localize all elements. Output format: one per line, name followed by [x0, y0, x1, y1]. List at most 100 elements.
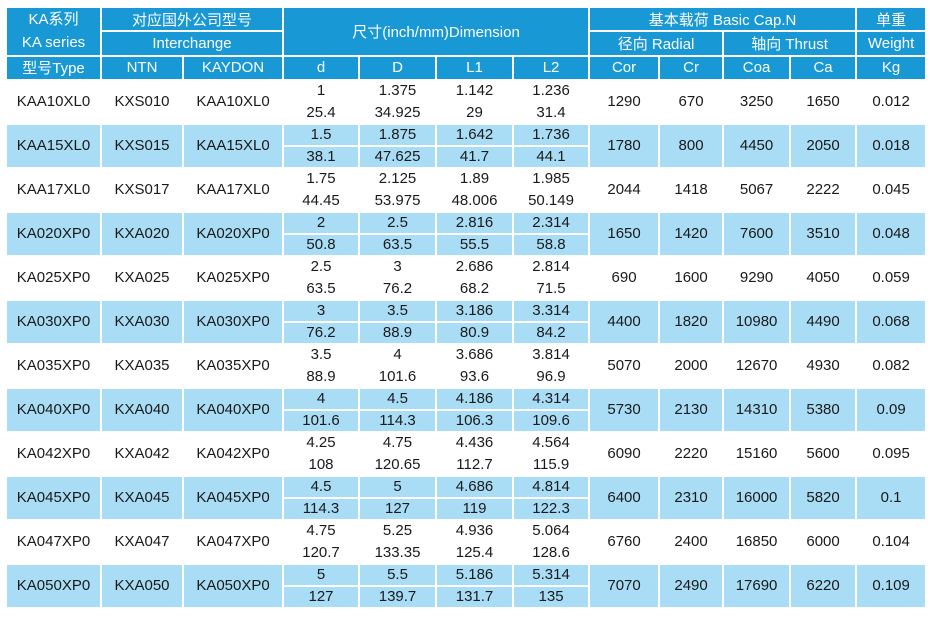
col-header-D: D: [358, 54, 438, 81]
cell-coa: 12670: [722, 342, 792, 389]
cell-L2-inch: 4.564: [512, 430, 591, 455]
cell-L2-inch: 5.064: [512, 518, 591, 543]
cell-L1-inch: 1.142: [435, 78, 515, 103]
cell-d-inch: 2.5: [282, 254, 361, 279]
cell-L1-mm: 48.006: [435, 188, 515, 213]
cell-D-mm: 127: [358, 496, 438, 521]
cell-D-inch: 3: [358, 254, 438, 279]
cell-ca: 5380: [789, 386, 858, 433]
cell-ca: 6220: [789, 562, 858, 609]
cell-D-inch: 4.75: [358, 430, 438, 455]
cell-coa: 16000: [722, 474, 792, 521]
cell-cr: 2220: [658, 430, 725, 477]
header-interchange-en: Interchange: [99, 30, 285, 57]
cell-ca: 2222: [789, 166, 858, 213]
cell-L2-mm: 44.1: [512, 144, 591, 169]
cell-L2-inch: 4.814: [512, 474, 591, 499]
cell-L2-mm: 128.6: [512, 540, 591, 565]
cell-ntn: KXA035: [100, 342, 184, 389]
cell-L2-inch: 1.985: [512, 166, 591, 191]
cell-d-inch: 4.75: [282, 518, 361, 543]
cell-kg: 0.068: [855, 298, 928, 345]
cell-type: KA020XP0: [5, 210, 102, 257]
cell-d-mm: 25.4: [282, 100, 361, 125]
cell-type: KA025XP0: [5, 254, 102, 301]
cell-d-mm: 101.6: [282, 408, 361, 433]
cell-ntn: KXA020: [100, 210, 184, 257]
cell-L2-mm: 58.8: [512, 232, 591, 257]
cell-d-inch: 1.75: [282, 166, 361, 191]
header-series: KA系列 KA series: [5, 6, 102, 57]
table-row-KA050XP0-inch: KA050XP0 KXA050 KA050XP0 5 5.5 5.186 5.314 7070…: [5, 562, 928, 609]
table-row-KA047XP0-inch: KA047XP0 KXA047 KA047XP0 4.75 5.25 4.936 5.064…: [5, 518, 928, 565]
cell-ntn: KXS017: [100, 166, 184, 213]
cell-type: KA050XP0: [5, 562, 102, 609]
table-header: KA系列 KA series 对应国外公司型号 尺寸(inch/mm)Dimen…: [5, 5, 928, 81]
cell-L1-mm: 68.2: [435, 276, 515, 301]
col-header-d: d: [282, 54, 361, 81]
cell-L2-inch: 2.314: [512, 210, 591, 235]
header-radial: 径向 Radial: [588, 30, 725, 57]
cell-kaydon: KAA17XL0: [181, 166, 285, 213]
cell-d-mm: 50.8: [282, 232, 361, 257]
cell-cor: 690: [588, 254, 661, 301]
cell-L2-mm: 31.4: [512, 100, 591, 125]
cell-D-mm: 114.3: [358, 408, 438, 433]
cell-L2-inch: 3.814: [512, 342, 591, 367]
cell-kaydon: KA050XP0: [181, 562, 285, 609]
cell-type: KA030XP0: [5, 298, 102, 345]
cell-ntn: KXA047: [100, 518, 184, 565]
cell-ntn: KXA050: [100, 562, 184, 609]
table-row-KA045XP0-mm: 114.3 127 119 122.3: [6, 496, 926, 521]
cell-L1-mm: 106.3: [435, 408, 515, 433]
col-header-ntn: NTN: [100, 54, 184, 81]
cell-d-mm: 76.2: [282, 320, 361, 345]
cell-cr: 2310: [658, 474, 725, 521]
cell-L2-mm: 115.9: [512, 452, 591, 477]
cell-coa: 4450: [722, 122, 792, 169]
cell-coa: 7600: [722, 210, 792, 257]
table-row-KAA10XL0-mm: 25.4 34.925 29 31.4: [6, 100, 926, 125]
cell-kg: 0.09: [855, 386, 928, 433]
cell-coa: 3250: [722, 78, 792, 125]
cell-L2-inch: 1.236: [512, 78, 591, 103]
cell-L1-inch: 2.686: [435, 254, 515, 279]
col-header-coa: Coa: [722, 54, 792, 81]
col-header-kaydon: KAYDON: [181, 54, 285, 81]
cell-ca: 6000: [789, 518, 858, 565]
cell-L2-mm: 135: [512, 584, 591, 609]
cell-ca: 2050: [789, 122, 858, 169]
cell-L1-inch: 3.686: [435, 342, 515, 367]
cell-d-inch: 1.5: [282, 122, 361, 147]
cell-d-inch: 2: [282, 210, 361, 235]
cell-cor: 5070: [588, 342, 661, 389]
cell-cr: 2490: [658, 562, 725, 609]
cell-type: KAA17XL0: [5, 166, 102, 213]
cell-L2-inch: 1.736: [512, 122, 591, 147]
cell-L2-mm: 50.149: [512, 188, 591, 213]
cell-kg: 0.082: [855, 342, 928, 389]
cell-coa: 9290: [722, 254, 792, 301]
cell-d-mm: 120.7: [282, 540, 361, 565]
cell-ntn: KXA045: [100, 474, 184, 521]
cell-cor: 6760: [588, 518, 661, 565]
table-row-KA040XP0-inch: KA040XP0 KXA040 KA040XP0 4 4.5 4.186 4.314 5730…: [5, 386, 928, 433]
cell-kg: 0.1: [855, 474, 928, 521]
header-weight-cn: 单重: [855, 5, 928, 33]
cell-D-inch: 5.5: [358, 562, 438, 587]
cell-D-inch: 3.5: [358, 298, 438, 323]
cell-D-mm: 133.35: [358, 540, 438, 565]
header-series-cn: KA系列: [28, 11, 79, 28]
cell-cr: 2130: [658, 386, 725, 433]
header-interchange-cn: 对应国外公司型号: [99, 5, 285, 33]
table-row-KA042XP0-inch: KA042XP0 KXA042 KA042XP0 4.25 4.75 4.436 4.564…: [5, 430, 928, 477]
cell-kaydon: KA030XP0: [181, 298, 285, 345]
cell-kg: 0.048: [855, 210, 928, 257]
cell-D-inch: 5.25: [358, 518, 438, 543]
cell-type: KA042XP0: [5, 430, 102, 477]
table-row-KA045XP0-inch: KA045XP0 KXA045 KA045XP0 4.5 5 4.686 4.814 6400…: [5, 474, 928, 521]
cell-type: KA045XP0: [5, 474, 102, 521]
cell-cr: 670: [658, 78, 725, 125]
cell-type: KAA10XL0: [5, 78, 102, 125]
table-row-KA035XP0-mm: 88.9 101.6 93.6 96.9: [6, 364, 926, 389]
